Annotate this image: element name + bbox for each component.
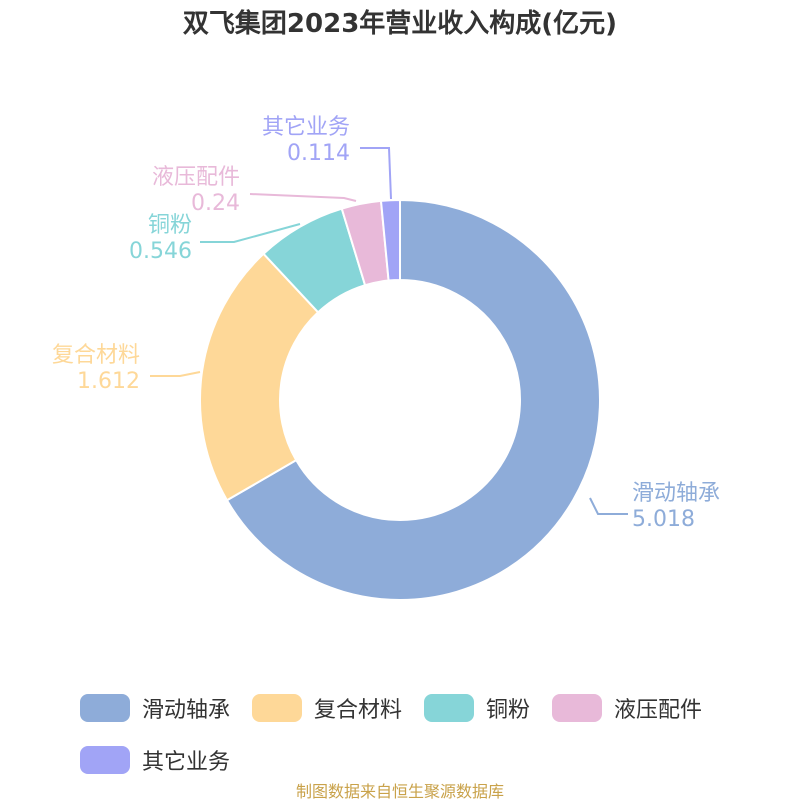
legend-row: 其它业务 (80, 740, 760, 780)
slice-value-label-fhcl: 1.612 (77, 369, 140, 394)
legend-row: 滑动轴承 复合材料 铜粉 液压配件 (80, 688, 760, 728)
slice-value-label-tf: 0.546 (129, 239, 192, 264)
slice-hdzc[interactable] (225, 198, 601, 601)
leader-line-yypj (249, 193, 357, 202)
legend: 滑动轴承 复合材料 铜粉 液压配件 其它业务 (80, 688, 760, 792)
slice-fhcl[interactable] (199, 252, 320, 502)
legend-item-tf[interactable]: 铜粉 (424, 692, 530, 724)
legend-label: 其它业务 (142, 750, 231, 775)
legend-label: 复合材料 (314, 698, 403, 723)
slice-value-label-yypj: 0.24 (191, 191, 240, 216)
legend-label: 铜粉 (486, 698, 531, 723)
legend-swatch (252, 694, 303, 722)
legend-item-fhcl[interactable]: 复合材料 (252, 692, 402, 724)
slice-name-label-hdzc: 滑动轴承 (632, 481, 720, 506)
slice-name-label-tf: 铜粉 (148, 213, 192, 238)
slice-name-label-yypj: 液压配件 (152, 165, 240, 190)
source-note: 制图数据来自恒生聚源数据库 (295, 782, 504, 800)
legend-label: 液压配件 (614, 698, 703, 723)
slice-qtyw[interactable] (379, 198, 401, 282)
legend-item-qtyw[interactable]: 其它业务 (80, 744, 230, 776)
slice-value-label-qtyw: 0.114 (287, 141, 350, 166)
leader-line-fhcl (150, 371, 201, 377)
legend-label: 滑动轴承 (142, 698, 231, 723)
legend-item-yypj[interactable]: 液压配件 (552, 692, 702, 724)
chart-title: 双飞集团2023年营业收入构成(亿元) (182, 9, 618, 39)
legend-swatch (80, 694, 130, 722)
slice-name-label-qtyw: 其它业务 (262, 115, 350, 140)
legend-swatch (552, 694, 603, 722)
legend-swatch (424, 694, 475, 722)
legend-swatch (80, 746, 130, 774)
leader-line-hdzc (589, 497, 628, 515)
slice-value-label-hdzc: 5.018 (632, 507, 695, 532)
leader-line-qtyw (360, 147, 392, 200)
leader-line-tf (200, 223, 301, 243)
legend-item-hdzc[interactable]: 滑动轴承 (80, 692, 230, 724)
slice-name-label-fhcl: 复合材料 (52, 343, 140, 368)
